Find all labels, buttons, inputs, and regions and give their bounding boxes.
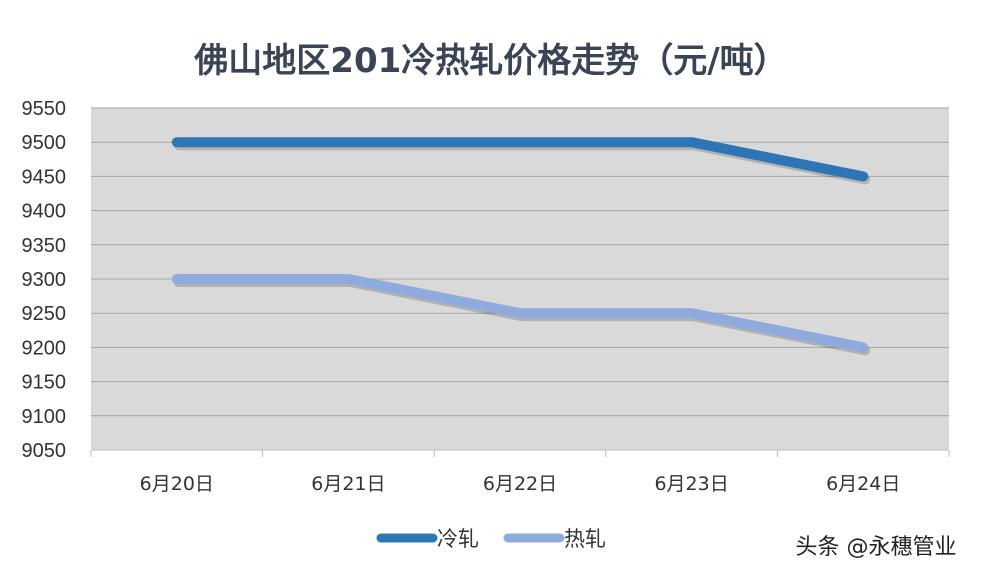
y-tick-label: 9200: [22, 337, 67, 359]
legend-label: 热轧: [564, 527, 606, 551]
watermark-text: 头条 @永穗管业: [796, 535, 957, 560]
y-tick-label: 9500: [22, 132, 67, 154]
x-tick-label: 6月22日: [483, 473, 557, 495]
chart-title: 佛山地区201冷热轧价格走势（元/吨）: [193, 41, 787, 81]
y-tick-label: 9300: [22, 269, 67, 291]
y-tick-label: 9400: [22, 201, 67, 223]
y-tick-label: 9450: [22, 166, 67, 188]
y-tick-label: 9250: [22, 303, 67, 325]
y-tick-label: 9550: [22, 98, 67, 120]
x-axis-ticks: 6月20日 6月21日 6月22日 6月23日 6月24日: [90, 450, 950, 495]
y-tick-label: 9100: [22, 406, 67, 428]
y-tick-label: 9150: [22, 372, 67, 394]
x-tick-label: 6月23日: [654, 473, 728, 495]
x-tick-label: 6月21日: [311, 473, 385, 495]
legend: 冷轧 热轧: [376, 527, 606, 551]
y-axis-ticks: 9050 9100 9150 9200 9250 9300 9350 9400 9450 9500…: [22, 98, 67, 462]
x-tick-label: 6月24日: [826, 473, 900, 495]
y-tick-label: 9350: [22, 235, 67, 257]
legend-label: 冷轧: [437, 527, 479, 551]
x-tick-label: 6月20日: [140, 473, 214, 495]
series-lines: [171, 137, 871, 356]
y-tick-label: 9050: [22, 440, 67, 462]
